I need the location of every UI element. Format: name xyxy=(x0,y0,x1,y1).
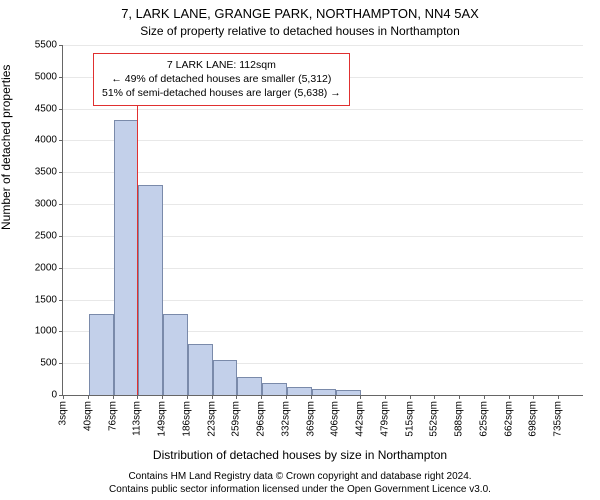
histogram-bar xyxy=(213,360,238,395)
chart-plot-area: 0500100015002000250030003500400045005000… xyxy=(62,45,583,396)
x-tick-mark xyxy=(63,395,64,399)
y-tick-mark xyxy=(59,204,63,205)
histogram-bar xyxy=(188,344,213,395)
gridline xyxy=(63,45,583,46)
x-tick-label: 3sqm xyxy=(58,401,69,425)
x-tick-label: 186sqm xyxy=(181,401,192,437)
x-tick-label: 442sqm xyxy=(355,401,366,437)
y-tick-mark xyxy=(59,300,63,301)
x-tick-mark xyxy=(311,395,312,399)
chart-footer: Contains HM Land Registry data © Crown c… xyxy=(0,471,600,496)
chart-title: 7, LARK LANE, GRANGE PARK, NORTHAMPTON, … xyxy=(0,6,600,21)
y-axis-label: Number of detached properties xyxy=(0,65,13,230)
y-tick-mark xyxy=(59,172,63,173)
x-tick-mark xyxy=(509,395,510,399)
x-tick-label: 625sqm xyxy=(478,401,489,437)
histogram-bar xyxy=(237,377,262,395)
x-tick-mark xyxy=(88,395,89,399)
histogram-bar xyxy=(89,314,114,395)
x-tick-mark xyxy=(187,395,188,399)
x-tick-mark xyxy=(385,395,386,399)
x-tick-mark xyxy=(410,395,411,399)
x-tick-mark xyxy=(212,395,213,399)
y-tick-mark xyxy=(59,268,63,269)
x-tick-label: 223sqm xyxy=(206,401,217,437)
x-tick-mark xyxy=(286,395,287,399)
annotation-box: 7 LARK LANE: 112sqm← 49% of detached hou… xyxy=(93,53,350,106)
y-tick-label: 2500 xyxy=(35,230,57,241)
x-tick-label: 369sqm xyxy=(305,401,316,437)
x-tick-label: 406sqm xyxy=(330,401,341,437)
histogram-bar xyxy=(262,383,287,395)
histogram-bar xyxy=(163,314,188,395)
annotation-line: ← 49% of detached houses are smaller (5,… xyxy=(102,72,341,86)
y-tick-mark xyxy=(59,45,63,46)
x-tick-label: 698sqm xyxy=(528,401,539,437)
y-tick-mark xyxy=(59,236,63,237)
x-tick-label: 149sqm xyxy=(157,401,168,437)
y-tick-mark xyxy=(59,109,63,110)
x-tick-mark xyxy=(533,395,534,399)
x-tick-label: 588sqm xyxy=(454,401,465,437)
x-tick-label: 332sqm xyxy=(280,401,291,437)
x-tick-label: 515sqm xyxy=(404,401,415,437)
y-tick-label: 3500 xyxy=(35,167,57,178)
reference-line xyxy=(137,56,138,396)
x-tick-label: 40sqm xyxy=(82,401,93,431)
chart-subtitle: Size of property relative to detached ho… xyxy=(0,24,600,38)
x-tick-mark xyxy=(113,395,114,399)
y-tick-label: 2000 xyxy=(35,262,57,273)
y-tick-label: 1000 xyxy=(35,326,57,337)
annotation-line: 7 LARK LANE: 112sqm xyxy=(102,58,341,72)
x-tick-mark xyxy=(360,395,361,399)
y-tick-mark xyxy=(59,363,63,364)
x-tick-label: 259sqm xyxy=(231,401,242,437)
x-tick-mark xyxy=(459,395,460,399)
x-tick-label: 552sqm xyxy=(429,401,440,437)
x-tick-label: 113sqm xyxy=(132,401,143,436)
histogram-bar xyxy=(287,387,312,395)
y-tick-label: 4000 xyxy=(35,135,57,146)
y-tick-label: 500 xyxy=(40,358,57,369)
y-tick-label: 5000 xyxy=(35,71,57,82)
gridline xyxy=(63,140,583,141)
histogram-bar xyxy=(114,120,139,395)
gridline xyxy=(63,109,583,110)
x-tick-label: 76sqm xyxy=(107,401,118,431)
annotation-line: 51% of semi-detached houses are larger (… xyxy=(102,86,341,100)
x-tick-mark xyxy=(261,395,262,399)
y-tick-label: 1500 xyxy=(35,294,57,305)
histogram-bar xyxy=(336,390,361,395)
x-tick-mark xyxy=(236,395,237,399)
histogram-bar xyxy=(138,185,163,395)
x-tick-label: 479sqm xyxy=(379,401,390,437)
footer-line-1: Contains HM Land Registry data © Crown c… xyxy=(0,471,600,484)
histogram-bar xyxy=(312,389,337,395)
x-tick-mark xyxy=(484,395,485,399)
x-tick-mark xyxy=(162,395,163,399)
x-tick-mark xyxy=(137,395,138,399)
y-tick-mark xyxy=(59,140,63,141)
x-axis-label: Distribution of detached houses by size … xyxy=(0,448,600,462)
y-tick-label: 4500 xyxy=(35,103,57,114)
y-tick-mark xyxy=(59,331,63,332)
x-tick-mark xyxy=(434,395,435,399)
x-tick-mark xyxy=(335,395,336,399)
y-tick-label: 5500 xyxy=(35,40,57,51)
x-tick-label: 662sqm xyxy=(503,401,514,437)
x-tick-label: 735sqm xyxy=(553,401,564,437)
footer-line-2: Contains public sector information licen… xyxy=(0,484,600,497)
x-tick-label: 296sqm xyxy=(256,401,267,437)
gridline xyxy=(63,172,583,173)
y-tick-label: 3000 xyxy=(35,199,57,210)
y-tick-mark xyxy=(59,77,63,78)
x-tick-mark xyxy=(558,395,559,399)
y-tick-label: 0 xyxy=(51,390,57,401)
